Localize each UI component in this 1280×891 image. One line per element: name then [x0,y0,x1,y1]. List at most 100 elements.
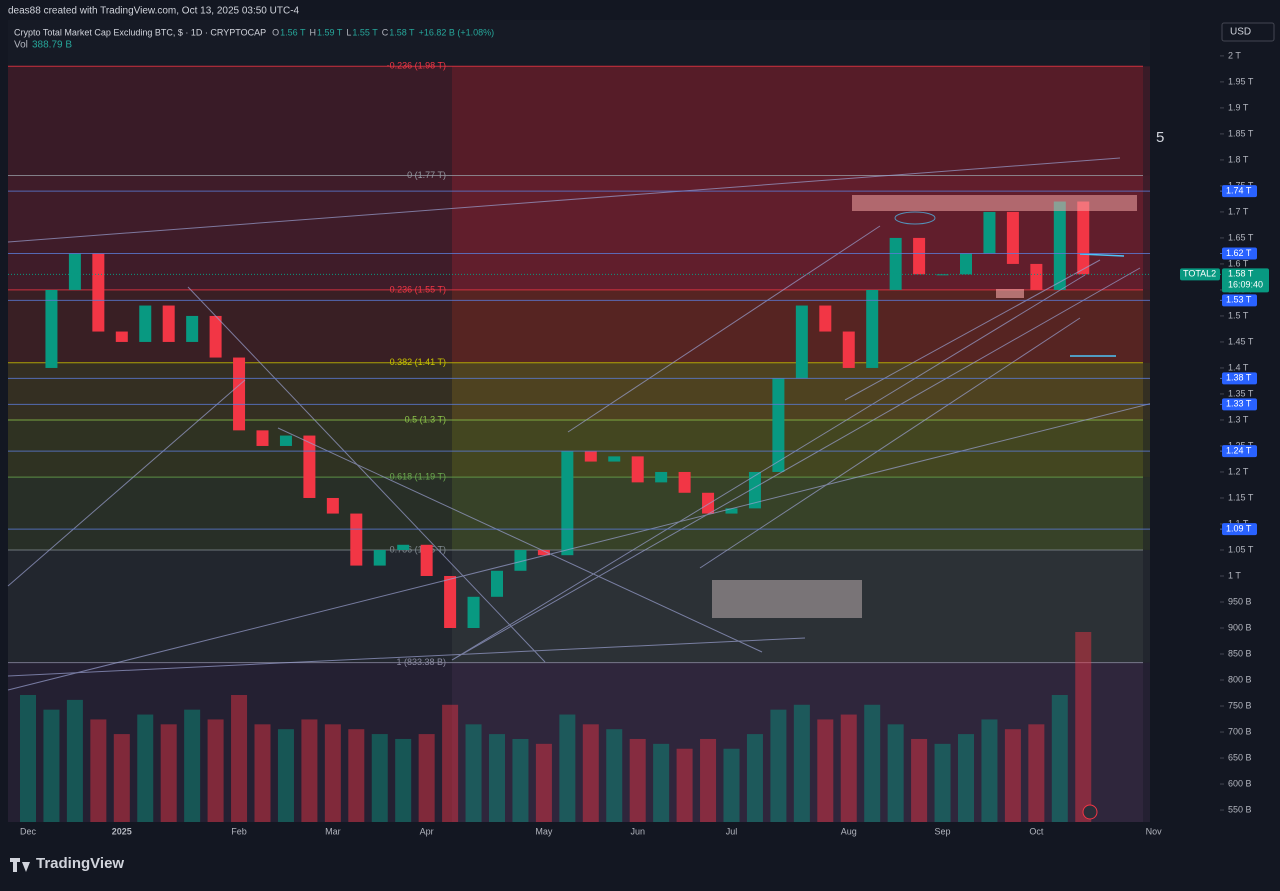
y-tick-label: 800 B [1228,674,1252,684]
volume-bar [535,743,552,822]
fib-zone [8,549,1150,663]
volume-bar [207,719,224,822]
fib-label: 0.5 (1.3 T) [405,414,446,424]
candle [655,471,668,483]
candle [842,331,855,368]
ohlc-key: O [272,27,279,37]
candle [936,274,949,276]
y-tick-label: 1.2 T [1228,466,1249,476]
volume-bar [653,743,670,822]
x-tick-label: Mar [325,826,341,836]
volume-bar [606,729,623,822]
ohlc-key: C [382,27,389,37]
ohlc-value: 1.56 T [280,27,306,37]
price-badge [1222,185,1257,198]
fib-zone [8,175,1150,290]
volume-bar [277,729,294,822]
candle [279,435,292,446]
symbol-label: TOTAL2 [1183,269,1216,279]
fib-label: 1 (833.38 B) [396,657,446,667]
candle [983,211,996,254]
ohlc-value: 1.59 T [317,27,343,37]
y-tick-label: 1.8 T [1228,154,1249,164]
volume-bar [840,714,857,822]
volume-bar [1004,729,1021,822]
candle [514,549,527,571]
fib-zone [8,419,1150,478]
candle [491,570,503,597]
fib-zone [8,362,1150,420]
y-tick-label: 1.5 T [1228,310,1249,320]
brand: TradingView [36,855,124,872]
volume-bar [90,719,107,822]
candle [68,253,81,290]
last-price-label: 1.58 T [1228,269,1254,279]
fib-zone [8,662,1150,822]
volume-bar [512,738,529,822]
fib-label: 0.618 (1.19 T) [390,472,446,482]
volume-bar [1051,695,1068,822]
volume-bar [723,748,740,822]
volume-bar [301,719,318,822]
events-icon[interactable] [1082,804,1098,820]
candle [1077,201,1090,275]
fib-zone [452,549,1143,663]
candle [139,305,152,342]
fib-zone [452,477,1143,550]
ohlc-value: 1.55 T [352,27,378,37]
volume-bar [887,724,904,822]
volume-bar [793,704,810,822]
x-tick-label: Feb [231,826,247,836]
fib-label: 0.236 (1.55 T) [390,284,446,294]
candle [1053,201,1066,290]
ohlc-key: L [346,27,351,37]
volume-bar [934,743,951,822]
candle [209,315,222,358]
x-tick-label: Jun [630,826,645,836]
candle [467,596,480,629]
y-tick-label: 2 T [1228,50,1241,60]
demand-box [712,580,862,618]
vol-label: Vol [14,40,28,51]
price-badge [1222,445,1257,458]
candle [819,305,832,332]
y-tick-label: 1.95 T [1228,76,1254,86]
candle [162,305,175,342]
volume-bar [1075,632,1092,822]
volume-bar [160,724,177,822]
price-badge [1222,247,1257,260]
volume-bar [324,724,341,822]
currency-button[interactable] [1221,22,1275,42]
right-margin [1150,20,1220,822]
candle [608,456,621,462]
candle [795,305,808,379]
x-tick-label: Jul [726,826,738,836]
candle [584,451,597,462]
volume-bar [395,738,412,822]
volume-bar [465,724,482,822]
candle [186,315,199,342]
y-tick-label: 550 B [1228,804,1252,814]
candle [960,253,972,275]
candle [725,508,738,514]
logo [10,858,30,872]
volume-bar [489,734,505,822]
fib-zone [452,662,1143,822]
x-tick-label: Sep [935,826,951,836]
x-tick-label: 2025 [112,826,132,836]
volume-bar [418,734,435,822]
fib-zone [8,477,1150,550]
y-tick-label: 1.45 T [1228,336,1254,346]
volume-bar [66,699,83,822]
volume-bar [1028,724,1045,822]
candle [444,575,457,629]
x-tick-label: Nov [1146,826,1163,836]
x-tick-label: Apr [420,826,434,836]
candle [678,471,691,493]
price-badge [1222,294,1257,307]
ohlc-key: H [309,27,316,37]
candle [420,544,433,576]
y-tick-label: 850 B [1228,648,1252,658]
y-tick-label: 1.15 T [1228,492,1254,502]
